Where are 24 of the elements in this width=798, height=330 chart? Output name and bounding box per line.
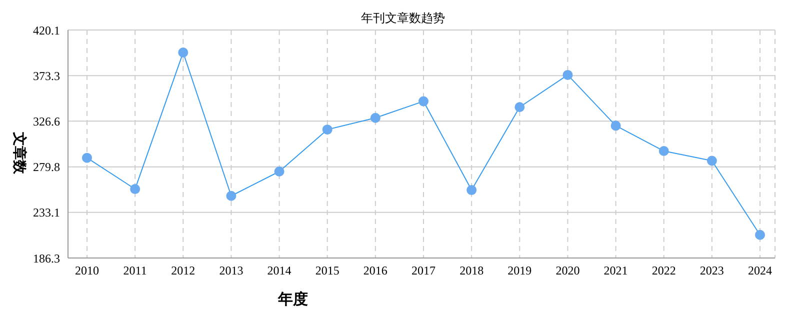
x-tick-label: 2015 bbox=[315, 264, 340, 278]
y-tick-label: 279.8 bbox=[33, 160, 60, 174]
x-tick-label: 2016 bbox=[363, 264, 388, 278]
x-tick-label: 2011 bbox=[123, 264, 147, 278]
x-tick-label: 2019 bbox=[508, 264, 532, 278]
x-tick-label: 2010 bbox=[75, 264, 99, 278]
x-tick-label: 2024 bbox=[748, 264, 772, 278]
y-tick-label: 233.1 bbox=[33, 206, 60, 220]
x-tick-label: 2012 bbox=[171, 264, 196, 278]
x-tick-label: 2022 bbox=[652, 264, 676, 278]
x-tick-label: 2021 bbox=[604, 264, 628, 278]
x-axis-title: 年度 bbox=[278, 290, 308, 309]
chart-title: 年刊文章数趋势 bbox=[361, 11, 445, 25]
x-tick-label: 2017 bbox=[412, 264, 436, 278]
y-tick-label: 186.3 bbox=[33, 251, 60, 266]
x-tick-label: 2013 bbox=[219, 264, 244, 278]
x-tick-label: 2023 bbox=[700, 264, 724, 278]
x-tick-label: 2020 bbox=[556, 264, 580, 278]
x-tick-label: 2018 bbox=[460, 264, 484, 278]
y-axis-title: 文章数 bbox=[10, 132, 28, 174]
y-tick-label: 420.1 bbox=[33, 23, 60, 38]
x-tick-label: 2014 bbox=[267, 264, 292, 278]
y-tick-label: 373.3 bbox=[33, 68, 60, 83]
y-tick-label: 326.6 bbox=[33, 114, 60, 128]
